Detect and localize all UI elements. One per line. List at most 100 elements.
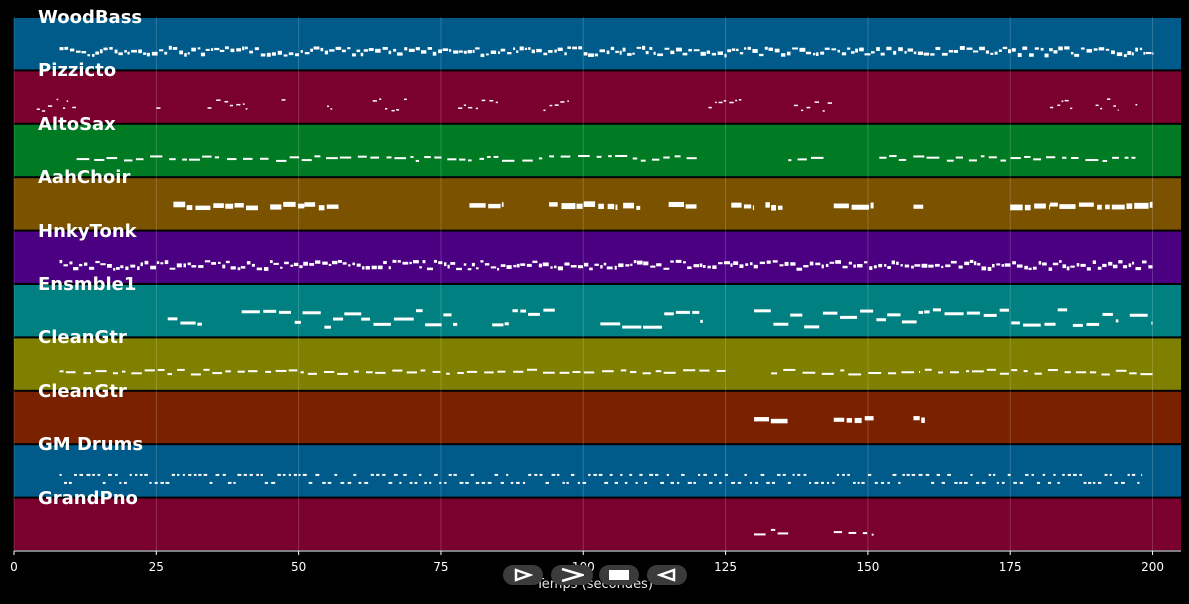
- note: [1115, 319, 1119, 323]
- play-outline-button[interactable]: [503, 565, 543, 585]
- note: [432, 51, 437, 56]
- note: [522, 481, 526, 484]
- note: [1141, 473, 1143, 476]
- x-tick-label: 175: [998, 560, 1022, 574]
- note: [625, 264, 630, 267]
- note: [841, 52, 847, 56]
- note: [457, 372, 464, 375]
- note: [913, 51, 917, 55]
- note: [1117, 109, 1119, 111]
- note: [1126, 203, 1133, 209]
- note: [356, 263, 361, 267]
- x-axis-title: Temps (secondes): [536, 577, 653, 592]
- note: [1071, 157, 1079, 160]
- note: [1086, 322, 1100, 326]
- note: [137, 266, 140, 271]
- note: [1028, 267, 1032, 271]
- note: [424, 481, 427, 484]
- note: [771, 481, 776, 484]
- note: [663, 267, 670, 270]
- note: [167, 373, 173, 376]
- note: [524, 47, 528, 51]
- note: [1010, 204, 1023, 211]
- note: [416, 309, 423, 313]
- note: [812, 52, 816, 56]
- note: [898, 47, 903, 52]
- note: [188, 158, 200, 161]
- note: [1057, 104, 1061, 107]
- play-outline-icon: [514, 568, 533, 582]
- note: [1112, 156, 1119, 159]
- note: [422, 260, 426, 264]
- forward-button[interactable]: [551, 565, 593, 585]
- note: [450, 262, 456, 265]
- note: [792, 47, 798, 50]
- note: [856, 264, 863, 268]
- note: [1131, 473, 1136, 476]
- note: [1049, 204, 1051, 210]
- note: [973, 261, 977, 266]
- note: [129, 473, 132, 476]
- note: [484, 263, 490, 266]
- note: [594, 53, 598, 57]
- note: [202, 155, 212, 158]
- note: [1024, 265, 1028, 270]
- note: [668, 201, 685, 208]
- note: [224, 46, 229, 50]
- note: [384, 108, 388, 110]
- note: [1109, 473, 1112, 476]
- x-tick-label: 125: [714, 560, 738, 574]
- note: [88, 266, 95, 270]
- note: [837, 49, 841, 53]
- note: [1038, 261, 1042, 265]
- note: [1033, 158, 1042, 161]
- note: [299, 265, 303, 269]
- note: [151, 51, 158, 56]
- note: [1024, 155, 1031, 158]
- note: [567, 46, 571, 49]
- note: [1031, 473, 1034, 476]
- note: [774, 48, 780, 53]
- note: [356, 49, 361, 53]
- note: [931, 481, 935, 484]
- note: [217, 261, 221, 264]
- note: [362, 266, 365, 270]
- note: [1145, 52, 1152, 55]
- note: [1093, 48, 1098, 51]
- note: [167, 317, 178, 321]
- note: [619, 50, 622, 55]
- note: [205, 48, 210, 51]
- note: [803, 265, 809, 268]
- note: [281, 99, 286, 101]
- note: [393, 317, 414, 321]
- note: [593, 473, 597, 476]
- note: [764, 46, 768, 50]
- note: [1095, 104, 1099, 107]
- note: [645, 51, 649, 55]
- note: [781, 53, 786, 57]
- track-lane: [14, 391, 1181, 444]
- note: [144, 260, 149, 265]
- note: [135, 158, 144, 161]
- note: [564, 52, 567, 56]
- note: [559, 371, 570, 374]
- note: [1111, 204, 1125, 210]
- note: [254, 47, 259, 51]
- note: [1086, 48, 1093, 53]
- note: [724, 53, 727, 58]
- stop-button[interactable]: [599, 565, 639, 585]
- note: [429, 481, 432, 484]
- note: [256, 267, 263, 271]
- note: [123, 481, 127, 484]
- rewind-button[interactable]: [647, 565, 687, 585]
- note: [610, 46, 615, 51]
- note: [655, 370, 662, 373]
- note: [731, 202, 742, 208]
- note: [516, 263, 520, 268]
- note: [1086, 267, 1091, 271]
- note: [283, 54, 288, 57]
- note: [907, 48, 914, 52]
- note: [396, 109, 400, 111]
- note: [320, 47, 324, 52]
